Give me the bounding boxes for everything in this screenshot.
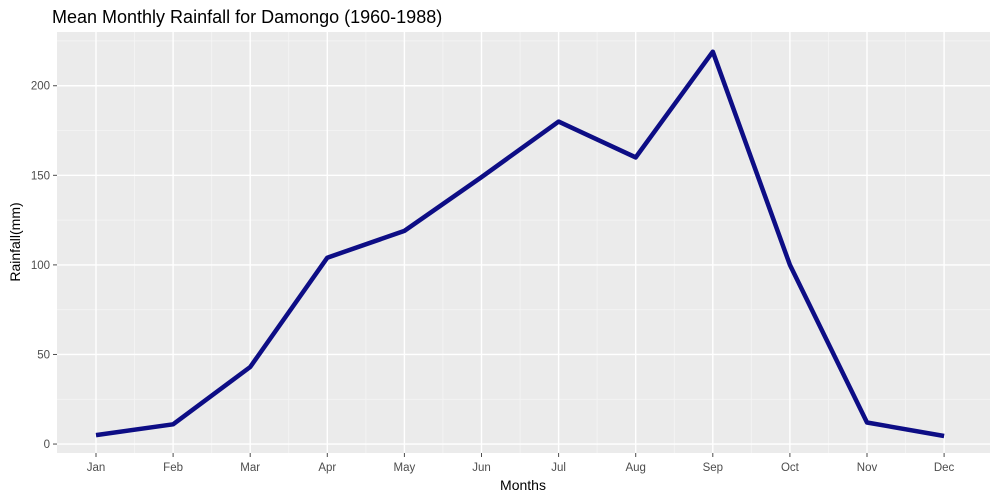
x-tick-label-jul: Jul [551, 462, 566, 474]
y-tick-label: 50 [37, 349, 50, 361]
major-gridlines [57, 32, 990, 453]
x-tick-label-mar: Mar [240, 462, 260, 474]
y-tick-label: 200 [31, 81, 50, 93]
x-axis: Jan Feb Mar Apr May Jun Jul Aug Sep Oct Nov Dec [87, 453, 955, 474]
y-tick-label: 100 [31, 260, 50, 272]
x-tick-label-sep: Sep [703, 462, 723, 474]
x-tick-label-may: May [394, 462, 416, 474]
x-tick-label-feb: Feb [163, 462, 183, 474]
plot-panel [57, 32, 990, 453]
minor-gridlines [57, 32, 990, 453]
x-axis-title: Months [500, 477, 546, 493]
x-tick-label-nov: Nov [857, 462, 878, 474]
x-tick-label-dec: Dec [934, 462, 955, 474]
series-layer [95, 49, 945, 439]
rainfall-series-line [95, 49, 945, 439]
x-tick-label-jan: Jan [87, 462, 106, 474]
chart-title: Mean Monthly Rainfall for Damongo (1960-… [52, 7, 442, 27]
x-tick-label-apr: Apr [318, 462, 336, 474]
y-axis-title: Rainfall(mm) [7, 202, 23, 281]
x-tick-label-aug: Aug [625, 462, 645, 474]
x-tick-label-oct: Oct [781, 462, 800, 474]
y-axis: 0 50 100 150 200 [31, 81, 57, 451]
y-tick-label: 150 [31, 170, 50, 182]
y-tick-label: 0 [44, 439, 50, 451]
x-tick-label-jun: Jun [472, 462, 491, 474]
